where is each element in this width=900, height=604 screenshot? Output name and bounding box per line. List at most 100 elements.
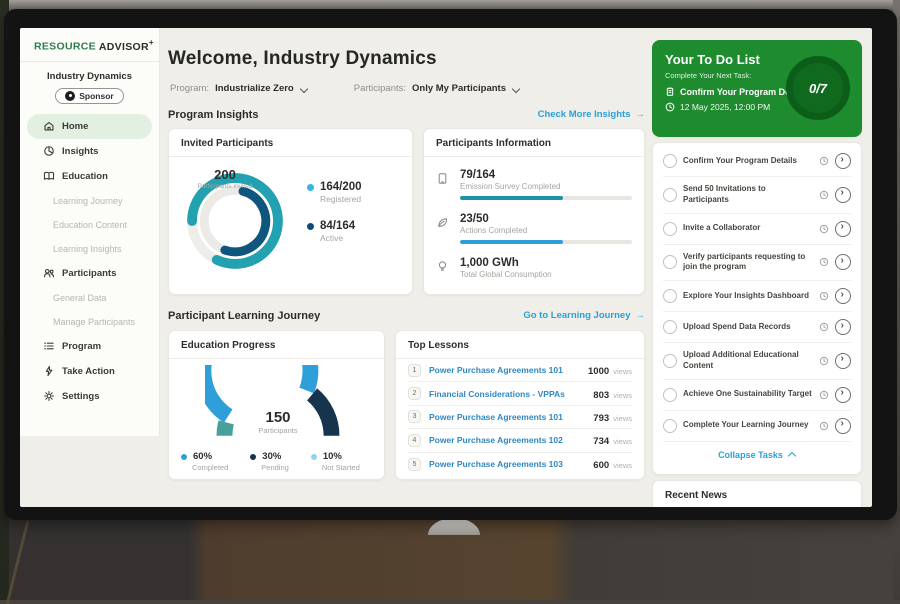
sidebar-subitem-general-data[interactable]: General Data xyxy=(27,286,152,310)
task-row[interactable]: Upload Spend Data Records xyxy=(663,312,851,344)
lesson-link[interactable]: Power Purchase Agreements 101 xyxy=(429,411,563,422)
org-name: Industry Dynamics xyxy=(47,70,132,82)
education-icon xyxy=(43,170,55,182)
lesson-row: 1 Power Purchase Agreements 101 1000 vie… xyxy=(408,359,632,383)
task-checkbox[interactable] xyxy=(663,255,677,270)
lesson-views-count: 1000 xyxy=(588,366,610,378)
legend-dot xyxy=(250,453,257,460)
go-to-learning-journey-link[interactable]: Go to Learning Journey xyxy=(455,310,645,321)
task-open-button[interactable] xyxy=(835,352,851,369)
sidebar-item-insights[interactable]: Insights xyxy=(27,139,152,164)
task-checkbox[interactable] xyxy=(663,289,677,304)
task-open-button[interactable] xyxy=(835,220,851,237)
task-row[interactable]: Explore Your Insights Dashboard xyxy=(663,281,851,313)
invited-participants-title: Invited Participants xyxy=(169,129,412,157)
task-row[interactable]: Send 50 Invitations to Participants xyxy=(663,177,851,214)
task-row[interactable]: Confirm Your Program Details xyxy=(663,146,851,177)
lesson-views-count: 793 xyxy=(593,412,610,424)
task-checkbox[interactable] xyxy=(663,154,677,168)
chevron-down-icon[interactable] xyxy=(300,85,308,93)
sidebar-item-label: Insights xyxy=(62,145,99,157)
task-open-button[interactable] xyxy=(835,153,851,169)
task-checkbox[interactable] xyxy=(663,387,677,402)
lesson-link[interactable]: Financial Considerations - VPPAs xyxy=(429,388,565,399)
task-row[interactable]: Invite a Collaborator xyxy=(663,214,851,245)
sidebar-item-home[interactable]: Home xyxy=(27,113,152,139)
task-open-button[interactable] xyxy=(835,386,851,403)
lesson-views-suffix: views xyxy=(611,367,632,377)
task-checkbox[interactable] xyxy=(663,187,677,202)
participants-information-card: Participants Information 79/164 Emission… xyxy=(423,128,645,295)
task-checkbox[interactable] xyxy=(663,320,677,335)
sidebar-item-label: Take Action xyxy=(62,365,115,377)
task-row[interactable]: Verify participants requesting to join t… xyxy=(663,245,851,282)
task-label: Send 50 Invitations to Participants xyxy=(683,184,766,204)
task-checkbox[interactable] xyxy=(663,353,677,368)
task-label: Explore Your Insights Dashboard xyxy=(683,290,809,300)
lesson-row: 3 Power Purchase Agreements 101 793 view… xyxy=(408,406,632,430)
check-more-insights-link[interactable]: Check More Insights xyxy=(455,109,645,120)
sidebar-item-take-action[interactable]: Take Action xyxy=(27,359,152,384)
stat-row: 23/50 Actions Completed xyxy=(436,207,632,251)
lesson-row: 4 Power Purchase Agreements 102 734 view… xyxy=(408,429,632,453)
todo-subtitle: Complete Your Next Task: xyxy=(665,71,752,80)
sidebar-item-label: Education xyxy=(62,170,108,182)
task-label: Verify participants requesting to join t… xyxy=(683,251,806,272)
collapse-tasks-link[interactable]: Collapse Tasks xyxy=(653,442,861,460)
lesson-rank-badge: 2 xyxy=(408,387,421,401)
recent-news-title: Recent News xyxy=(653,481,861,507)
sidebar-subitem-manage-participants[interactable]: Manage Participants xyxy=(27,310,152,334)
task-label: Upload Spend Data Records xyxy=(683,321,791,331)
todo-next-task-label: Confirm Your Program Details xyxy=(680,86,809,97)
program-insights-heading: Program Insights xyxy=(168,109,259,121)
brand-primary: RESOURCE xyxy=(34,40,96,53)
task-open-button[interactable] xyxy=(835,417,851,434)
task-open-button[interactable] xyxy=(835,254,851,271)
sidebar-subitem-learning-journey[interactable]: Learning Journey xyxy=(27,189,152,213)
sidebar-item-education[interactable]: Education xyxy=(27,164,152,189)
lesson-views-suffix: views xyxy=(611,413,632,423)
lesson-views-count: 600 xyxy=(593,460,610,472)
sidebar-item-participants[interactable]: Participants xyxy=(27,261,152,286)
todo-tasks-card: Confirm Your Program Details Send 50 Inv… xyxy=(652,142,862,475)
chevron-down-icon[interactable] xyxy=(512,85,520,93)
participants-filter[interactable]: Participants: Only My Participants xyxy=(354,83,520,94)
legend-value: 30% xyxy=(262,451,282,462)
stat-value: 23/50 xyxy=(460,213,489,225)
sidebar-item-settings[interactable]: Settings xyxy=(27,384,152,409)
stat-value: 79/164 xyxy=(460,169,496,181)
task-checkbox[interactable] xyxy=(663,418,677,433)
clock-icon xyxy=(819,224,829,233)
filters-row: Program: Industrialize Zero Participants… xyxy=(170,83,520,94)
legend-item: 30% Pending xyxy=(250,451,289,472)
lesson-rank-badge: 4 xyxy=(408,433,421,447)
sidebar-item-program[interactable]: Program xyxy=(27,334,152,359)
lesson-link[interactable]: Power Purchase Agreements 102 xyxy=(429,435,563,446)
legend-label: Active xyxy=(320,233,344,243)
legend-item: 164/200 Registered xyxy=(307,181,362,204)
task-checkbox[interactable] xyxy=(663,221,677,236)
lesson-link[interactable]: Power Purchase Agreements 103 xyxy=(429,459,563,470)
sidebar-subitem-label: General Data xyxy=(53,292,107,303)
todo-next-task[interactable]: Confirm Your Program Details xyxy=(652,80,862,97)
sidebar-subitem-education-content[interactable]: Education Content xyxy=(27,213,152,237)
take-action-icon xyxy=(43,365,55,377)
lesson-link[interactable]: Power Purchase Agreements 101 xyxy=(429,365,563,376)
legend-item: 84/164 Active xyxy=(307,220,362,243)
sidebar-subitem-learning-insights[interactable]: Learning Insights xyxy=(27,237,152,261)
task-open-button[interactable] xyxy=(835,288,851,305)
invited-participants-donut xyxy=(179,165,291,277)
sidebar-item-label: Settings xyxy=(62,390,100,402)
task-open-button[interactable] xyxy=(835,186,851,203)
lesson-rank-badge: 3 xyxy=(408,410,421,424)
task-row[interactable]: Achieve One Sustainability Target xyxy=(663,380,851,411)
task-row[interactable]: Complete Your Learning Journey xyxy=(663,411,851,442)
task-open-button[interactable] xyxy=(835,319,851,336)
stat-value: 1,000 GWh xyxy=(460,257,519,269)
brand-plus: + xyxy=(148,38,154,47)
task-row[interactable]: Upload Additional Educational Content xyxy=(663,343,851,380)
program-filter[interactable]: Program: Industrialize Zero xyxy=(170,83,308,94)
lesson-views-count: 734 xyxy=(593,436,610,448)
education-progress-card: Education Progress 150 Participants 60% … xyxy=(168,330,385,480)
stat-row: 1,000 GWh Total Global Consumption xyxy=(436,251,632,286)
